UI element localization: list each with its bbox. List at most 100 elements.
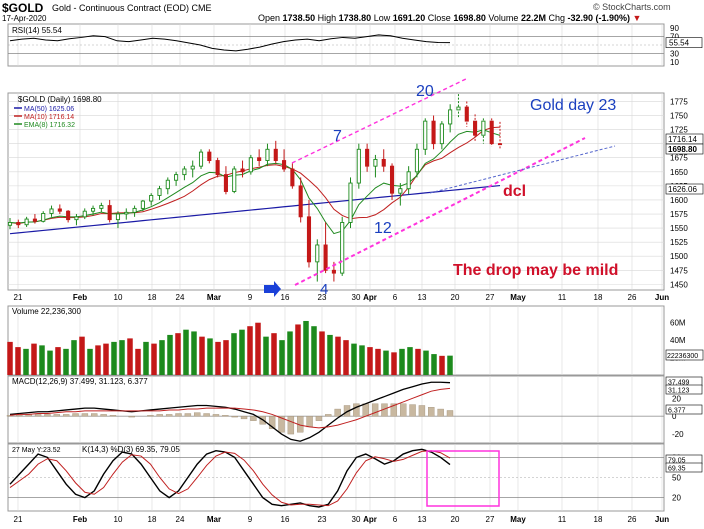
chart-annotation: The drop may be mild [453,262,618,279]
macd-histogram-bar [203,413,210,417]
macd-histogram-bar [212,414,220,417]
rsi-value-box [665,37,703,48]
macd-histogram-bar [240,416,248,420]
macd-histogram-bar [390,403,398,417]
x-tick-label: 6 [393,293,398,302]
volume-y-tick: 60M [670,319,686,328]
candle-body [74,216,79,221]
volume-bar [143,341,149,375]
macd-histogram-bar [371,403,379,417]
x-tick-label-bottom: 21 [14,515,23,524]
volume-bar [31,343,37,375]
macd-histogram-bar [334,408,341,417]
x-tick-label-bottom: 24 [176,515,185,524]
macd-histogram-bar [81,413,89,417]
volume-bar [135,348,141,375]
candle-body [223,174,228,192]
candle-body [207,151,212,161]
symbol[interactable]: $GOLD [2,1,44,15]
brand[interactable]: © StockCharts.com [593,2,671,12]
price-value-box [665,183,704,195]
x-tick-label-bottom: Feb [73,515,87,524]
volume-bar [15,347,21,375]
macd-histogram-bar [315,416,323,421]
macd-histogram-bar [222,415,229,417]
candle-body [248,157,253,173]
volume-bar [151,343,157,375]
macd-value-box [665,404,703,415]
price-y-tick: 1750 [670,112,688,121]
rsi-line [9,34,451,52]
stoch-value-text: 79.05 [668,458,686,465]
x-tick-label-bottom: 27 [486,515,495,524]
chart-annotation: 4 [320,281,328,298]
volume-bar [199,336,205,375]
macd-y-tick: 20 [672,394,681,403]
x-tick-label: 16 [281,293,290,302]
macd-value-text: 6.377 [668,408,686,415]
macd-histogram-bar [428,407,435,417]
price-y-tick: 1675 [670,154,688,163]
chart-annotation: 12 [374,220,392,237]
candle-body [406,171,411,190]
candle-body [290,168,295,187]
x-tick-label: 24 [176,293,185,302]
lower-channel-line [294,137,586,286]
candle-body [190,165,195,170]
candle-body [398,188,403,194]
price-y-tick: 1450 [670,280,688,289]
candle-body [124,211,129,215]
macd-value-text: 37.499 [668,380,690,387]
candle-body [448,109,453,125]
chart-annotation: Gold day 23 [530,97,616,114]
volume-bar [399,348,405,375]
price-y-tick: 1525 [670,238,688,247]
legend-entry: EMA(8) 1716.32 [24,122,75,129]
volume-bar [223,340,229,375]
volume-bar [407,347,413,375]
macd-histogram-bar [91,413,98,417]
candle-body [215,160,220,176]
x-tick-label-bottom: 23 [318,515,327,524]
x-tick-label: Apr [363,293,377,302]
volume-value-text: 22236300 [667,353,698,360]
candle-body [298,185,303,218]
ma50-projection-line [429,145,616,194]
volume-bar [159,340,165,375]
volume-bar [23,348,29,375]
right-arrow-icon [264,281,281,297]
low-value: 1691.20 [392,13,426,23]
price-value-text: 1626.06 [668,185,697,194]
price-panel-frame [7,92,665,291]
price-value-text: 1716.14 [668,135,697,144]
x-tick-label-bottom: 16 [281,515,290,524]
macd-histogram-bar [34,414,42,417]
macd-histogram-bar [128,416,135,418]
x-tick-label: Feb [73,293,87,302]
chart-annotation: dcl [503,183,526,200]
macd-histogram-bar [62,414,70,417]
rsi-label: RSI(14) 55.54 [12,26,62,35]
candle-body [99,205,104,209]
volume-bar [431,354,437,375]
stoch-y-tick: 50 [672,474,681,483]
candle-body [132,207,137,213]
open-value: 1738.50 [282,13,316,23]
rsi-y-tick: 90 [670,24,679,33]
candle-body [149,194,154,202]
macd-histogram-bar [72,413,79,417]
candle-body [389,165,395,194]
volume-bar [319,331,325,375]
macd-histogram-bar [250,416,257,421]
macd-histogram-bar [399,403,407,417]
volume-bar [335,336,341,375]
volume-bar [119,340,125,375]
chart-header: $GOLD Gold - Continuous Contract (EOD) C… [0,0,704,24]
open-label: Open [258,13,281,23]
volume-bar [111,341,117,375]
rsi-y-tick: 10 [670,58,679,67]
candle-body [24,218,29,226]
x-tick-label-bottom: 6 [393,515,398,524]
macd-histogram-bar [156,414,163,417]
macd-histogram-bar [325,414,332,417]
